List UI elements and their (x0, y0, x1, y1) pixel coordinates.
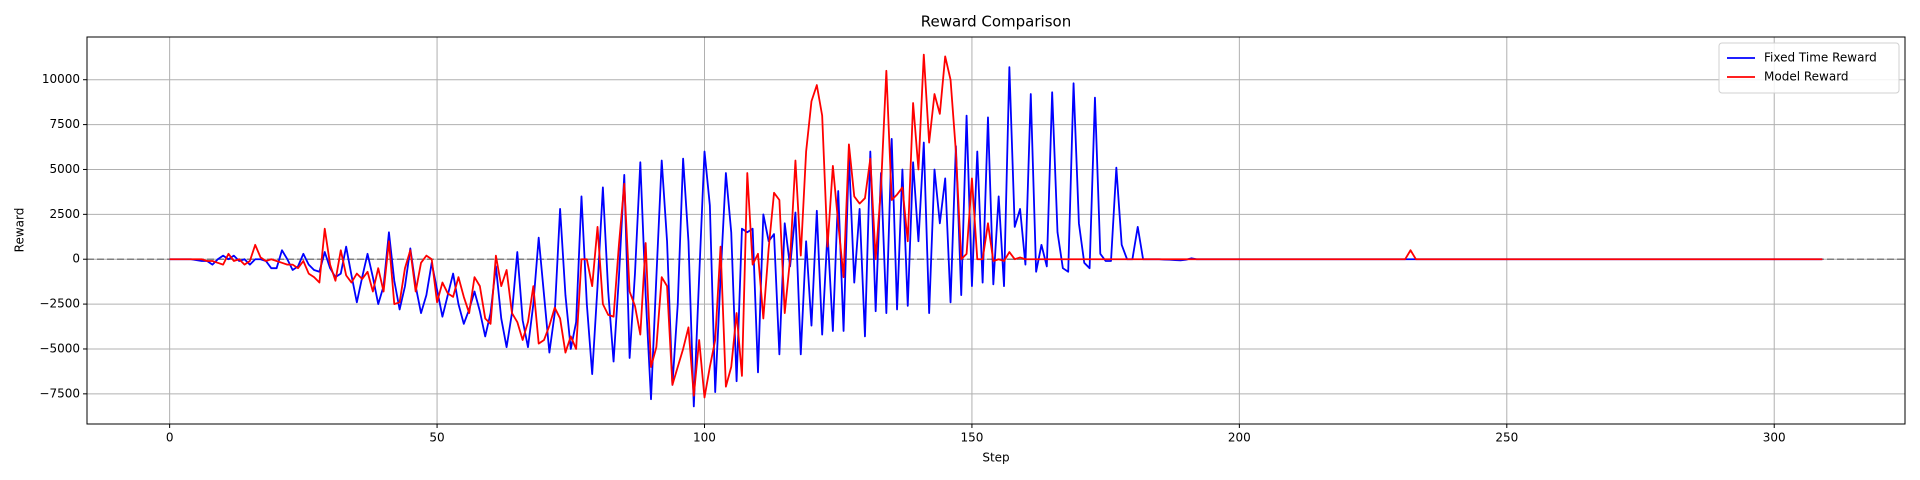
y-tick-label: 5000 (49, 162, 80, 176)
x-tick-label: 300 (1763, 431, 1786, 445)
legend-box (1718, 42, 1900, 94)
chart-title: Reward Comparison (921, 13, 1071, 31)
y-axis-label: Reward (13, 208, 27, 253)
x-axis-label: Step (982, 451, 1009, 465)
legend-label: Model Reward (1764, 70, 1849, 84)
x-tick-label: 100 (693, 431, 716, 445)
x-tick-label: 250 (1495, 431, 1518, 445)
x-tick-label: 0 (166, 431, 174, 445)
x-tick-label: 200 (1228, 431, 1251, 445)
y-tick-label: −7500 (39, 386, 80, 400)
y-tick-label: 2500 (49, 207, 80, 221)
y-tick-label: 7500 (49, 117, 80, 131)
y-tick-label: 0 (72, 252, 80, 266)
x-tick-label: 50 (429, 431, 444, 445)
axes-frame (86, 36, 1906, 425)
y-tick-label: −5000 (39, 341, 80, 355)
x-tick-label: 150 (960, 431, 983, 445)
y-tick-label: −2500 (39, 297, 80, 311)
data-line (169, 53, 1823, 399)
y-tick-label: 10000 (42, 72, 80, 86)
legend-label: Fixed Time Reward (1764, 51, 1877, 65)
